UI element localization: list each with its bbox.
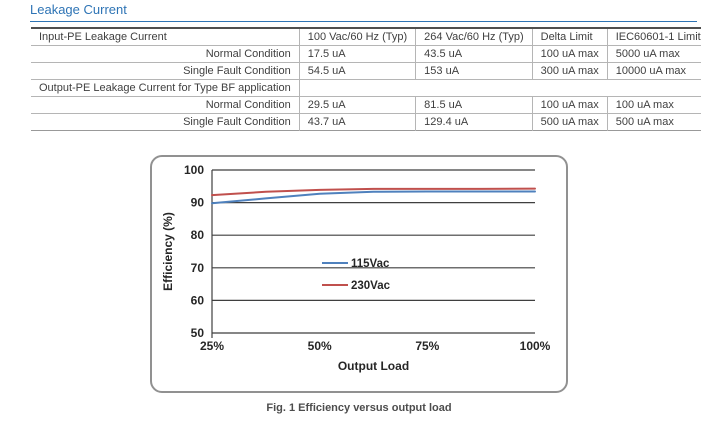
x-axis-title: Output Load xyxy=(338,359,409,373)
y-tick-label: 60 xyxy=(191,293,205,307)
column-header-cell: 100 Vac/60 Hz (Typ) xyxy=(298,28,416,46)
efficiency-chart-svg: 50 60 70 80 90 100 25% 50% 75% 100% Output Load Eff… xyxy=(161,163,551,373)
value-cell: 100 uA max xyxy=(606,96,701,114)
series-line-115Vac xyxy=(211,190,536,205)
legend-label-115Vac: 115Vac xyxy=(351,258,390,270)
y-tick-label: 50 xyxy=(191,326,205,340)
title-underline xyxy=(30,21,697,22)
section-label-cell: Output-PE Leakage Current for Type BF ap… xyxy=(31,79,300,97)
x-tick-label: 50% xyxy=(308,339,332,353)
y-tick-label: 70 xyxy=(191,261,205,275)
table-row: Single Fault Condition 43.7 uA 129.4 uA … xyxy=(31,113,701,130)
x-tick-label: 100% xyxy=(520,339,551,353)
series-line-230Vac xyxy=(211,187,536,197)
column-header-cell: Delta Limit xyxy=(531,28,608,46)
y-tick-label: 80 xyxy=(191,228,205,242)
column-header-cell: 264 Vac/60 Hz (Typ) xyxy=(415,28,533,46)
x-tick-label: 25% xyxy=(200,339,224,353)
legend-label-230Vac: 230Vac xyxy=(351,280,391,292)
x-tick-label: 75% xyxy=(415,339,439,353)
value-cell: 54.5 uA xyxy=(298,62,416,80)
value-cell: 500 uA max xyxy=(606,113,701,130)
table-row: Single Fault Condition 54.5 uA 153 uA 30… xyxy=(31,62,701,80)
value-cell: 17.5 uA xyxy=(298,45,416,63)
value-cell: 153 uA xyxy=(415,62,533,80)
row-label-cell: Single Fault Condition xyxy=(183,115,291,128)
value-cell: 100 uA max xyxy=(531,45,608,63)
page-title: Leakage Current xyxy=(30,2,127,17)
value-cell: 43.7 uA xyxy=(298,113,416,130)
column-header-cell: IEC60601-1 Limit xyxy=(606,28,701,46)
y-tick-label: 100 xyxy=(184,163,204,177)
value-cell: 43.5 uA xyxy=(415,45,533,63)
empty-cell xyxy=(298,79,701,97)
value-cell: 29.5 uA xyxy=(298,96,416,114)
value-cell: 5000 uA max xyxy=(606,45,701,63)
value-cell: 300 uA max xyxy=(531,62,608,80)
value-cell: 10000 uA max xyxy=(606,62,701,80)
value-cell: 100 uA max xyxy=(531,96,608,114)
y-axis-title: Efficiency (%) xyxy=(161,212,175,291)
table-header-row: Input-PE Leakage Current 100 Vac/60 Hz (… xyxy=(31,28,701,46)
efficiency-chart: 50 60 70 80 90 100 25% 50% 75% 100% Output Load Eff… xyxy=(150,155,568,393)
figure-caption: Fig. 1 Efficiency versus output load xyxy=(266,402,452,414)
value-cell: 500 uA max xyxy=(531,113,608,130)
y-tick-label: 90 xyxy=(191,196,205,210)
value-cell: 81.5 uA xyxy=(415,96,533,114)
row-label-cell: Single Fault Condition xyxy=(31,62,300,80)
value-cell: 129.4 uA xyxy=(415,113,533,130)
row-label-cell: Normal Condition xyxy=(31,96,300,114)
leakage-current-table: Input-PE Leakage Current 100 Vac/60 Hz (… xyxy=(31,27,701,131)
table-row: Normal Condition 17.5 uA 43.5 uA 100 uA … xyxy=(31,45,701,63)
section-label-cell: Input-PE Leakage Current xyxy=(31,28,300,46)
table-row: Normal Condition 29.5 uA 81.5 uA 100 uA … xyxy=(31,96,701,114)
table-section-row: Output-PE Leakage Current for Type BF ap… xyxy=(31,79,701,97)
row-label-cell: Normal Condition xyxy=(31,45,300,63)
